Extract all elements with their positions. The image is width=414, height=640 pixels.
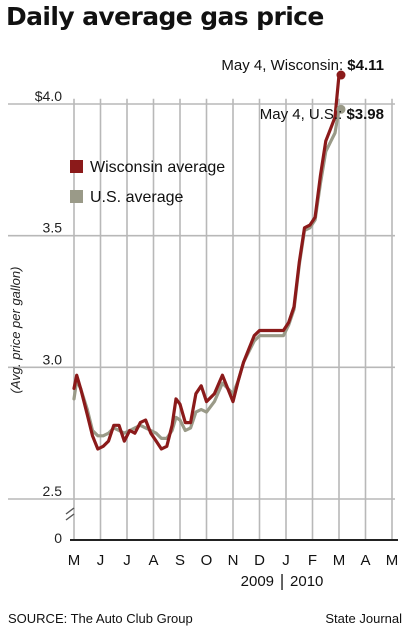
legend-swatch-wisconsin — [70, 160, 83, 173]
x-tick-label: M — [386, 552, 399, 569]
x-tick-label: A — [148, 552, 158, 569]
year-label: 2009 — [241, 573, 274, 590]
legend-label-us: U.S. average — [90, 189, 183, 206]
annotation-wisconsin: May 4, Wisconsin: $4.11 — [221, 57, 384, 74]
y-tick-label: 2.5 — [43, 483, 63, 499]
x-tick-label: M — [333, 552, 346, 569]
axes — [65, 507, 398, 590]
series-line-wisconsin — [72, 73, 341, 451]
source-note: SOURCE: The Auto Club Group — [8, 611, 193, 626]
annotation-value: $4.11 — [347, 57, 384, 74]
y-tick-label: $4.0 — [35, 88, 62, 104]
x-tick-label: S — [175, 552, 185, 569]
x-tick-label: J — [123, 552, 131, 569]
legend-swatch-us — [70, 190, 83, 203]
series — [72, 70, 346, 451]
y-tick-label: 3.0 — [43, 351, 63, 367]
grid — [8, 98, 395, 540]
x-tick-label: D — [254, 552, 265, 569]
x-tick-label: M — [68, 552, 81, 569]
legend-label-wisconsin: Wisconsin average — [90, 159, 225, 176]
x-tick-label: N — [228, 552, 239, 569]
x-tick-label: J — [282, 552, 290, 569]
endpoint-dot-us — [336, 104, 346, 114]
x-tick-label: A — [360, 552, 370, 569]
x-tick-label: O — [201, 552, 213, 569]
x-tick-label: J — [97, 552, 105, 569]
y-tick-label: 3.5 — [43, 220, 63, 236]
y-axis-label: (Avg. price per gallon) — [8, 267, 23, 394]
axis-break-mark — [65, 507, 75, 521]
publication-credit: State Journal — [325, 611, 402, 626]
chart-title: Daily average gas price — [6, 2, 324, 31]
annotation-value: $3.98 — [346, 106, 384, 123]
x-tick-label: F — [308, 552, 317, 569]
annotation-us: May 4, U.S.: $3.98 — [260, 106, 384, 123]
year-label: 2010 — [290, 573, 323, 590]
annotation-prefix: May 4, U.S.: — [260, 106, 347, 123]
annotation-prefix: May 4, Wisconsin: — [221, 57, 347, 74]
endpoint-dot-wisconsin — [336, 70, 346, 80]
y-zero-label: 0 — [54, 530, 62, 546]
